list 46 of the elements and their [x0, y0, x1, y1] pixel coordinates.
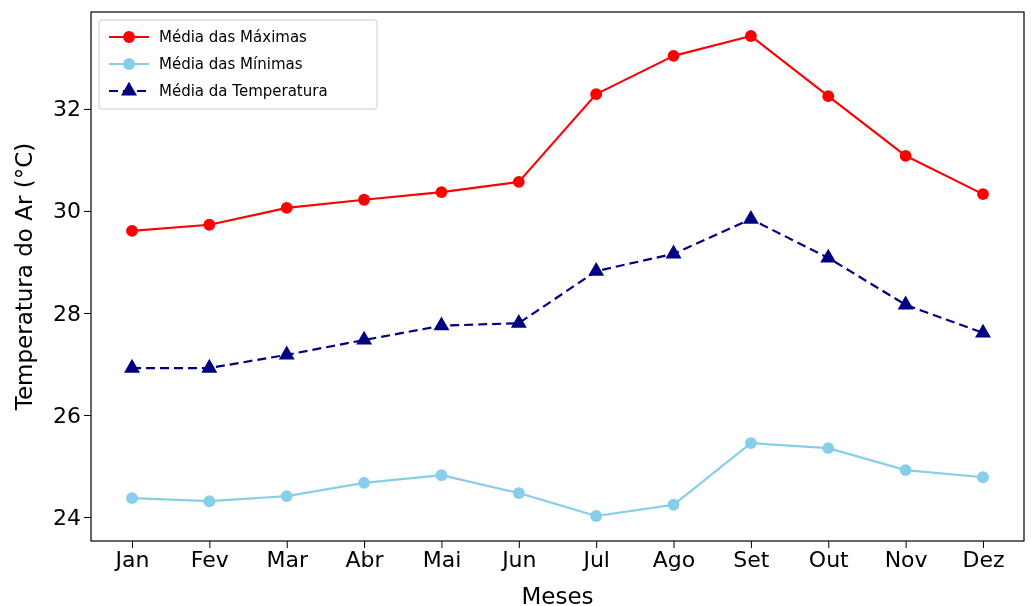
x-tick-label: Abr — [345, 546, 385, 572]
point — [822, 442, 835, 455]
point — [358, 193, 371, 206]
x-tick-label: Set — [733, 546, 770, 572]
point — [512, 175, 525, 188]
legend-label: Média das Mínimas — [159, 55, 303, 73]
legend-label: Média das Máximas — [159, 28, 308, 46]
point — [977, 471, 989, 484]
point — [280, 201, 293, 214]
point — [977, 188, 989, 201]
x-tick-label: Out — [808, 546, 850, 572]
y-axis-title: Temperatura do Ar (°C) — [11, 142, 37, 412]
point — [358, 476, 371, 489]
point — [667, 49, 680, 62]
point — [744, 30, 757, 42]
point — [126, 492, 138, 505]
point — [590, 88, 603, 101]
point — [667, 498, 680, 511]
legend-label: Média da Temperatura — [159, 82, 328, 100]
point — [126, 224, 138, 237]
x-axis-title: Meses — [521, 583, 594, 606]
x-tick-label: Ago — [652, 546, 696, 572]
x-tick-label: Dez — [962, 546, 1005, 572]
point — [435, 186, 448, 198]
y-tick-label: 28 — [53, 300, 81, 326]
point — [203, 218, 216, 231]
point — [512, 487, 525, 499]
x-tick-label: Jul — [581, 546, 610, 572]
point — [203, 495, 216, 508]
y-tick-label: 26 — [53, 402, 81, 428]
x-tick-label: Mai — [422, 546, 462, 572]
x-tick-label: Fev — [190, 546, 229, 572]
y-tick-label: 30 — [53, 198, 81, 224]
point — [744, 437, 757, 449]
point — [435, 469, 448, 482]
point — [822, 90, 835, 103]
x-tick-label: Jan — [113, 546, 150, 572]
y-tick-label: 24 — [53, 504, 81, 530]
point — [899, 464, 912, 476]
x-tick-label: Jun — [500, 546, 537, 572]
point — [899, 149, 912, 162]
y-tick-label: 32 — [53, 96, 81, 122]
x-tick-label: Mar — [266, 546, 309, 572]
x-tick-label: Nov — [884, 546, 928, 572]
point — [590, 510, 603, 522]
point — [280, 490, 293, 503]
